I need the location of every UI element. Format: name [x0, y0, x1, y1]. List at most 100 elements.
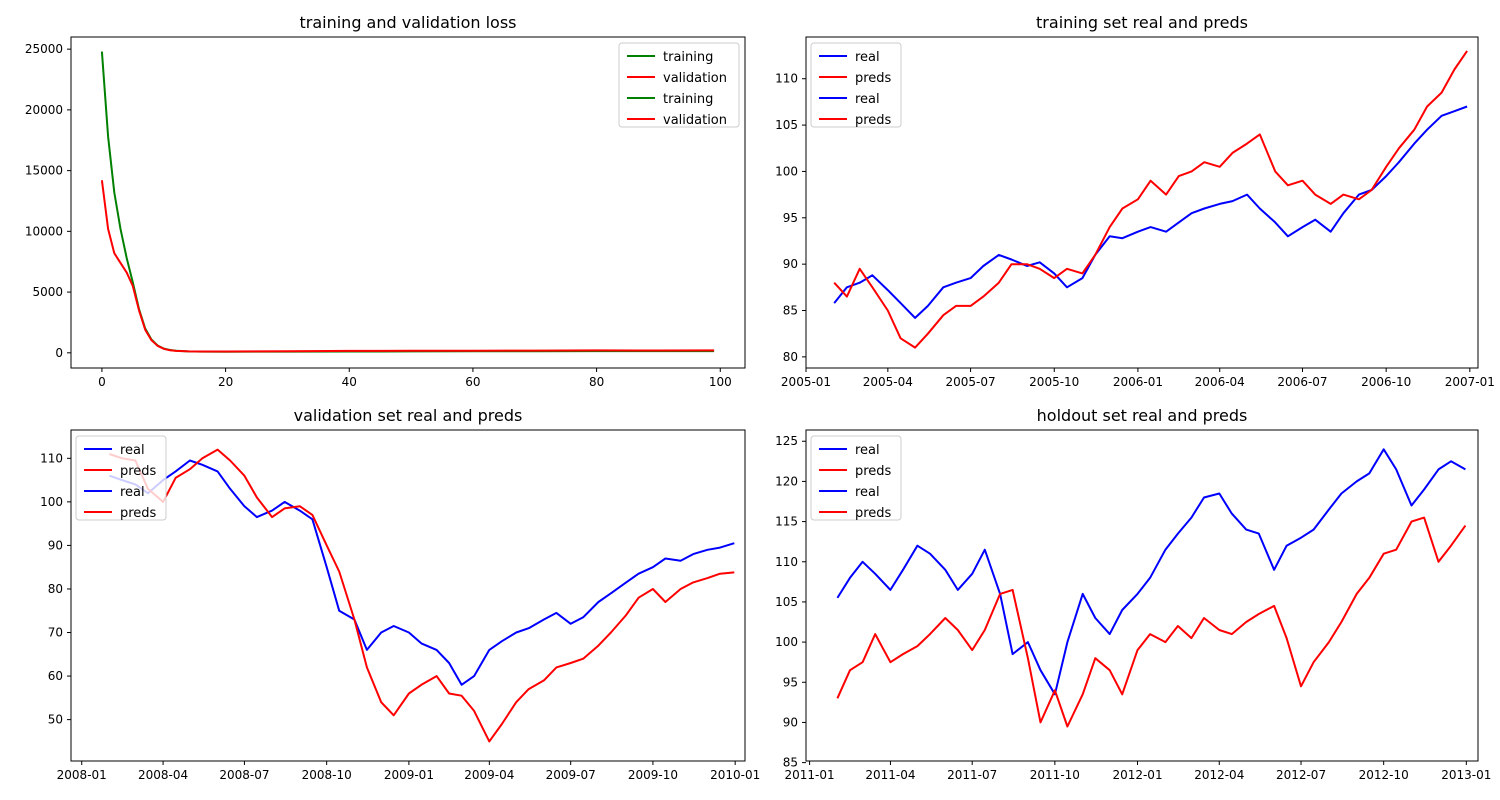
x-tick-label: 20	[218, 375, 233, 389]
plot-frame	[70, 36, 746, 369]
legend-label: preds	[855, 464, 892, 479]
legend-label: validation	[663, 113, 727, 128]
y-tick-label: 115	[775, 515, 798, 529]
legend-label: real	[120, 443, 145, 458]
x-tick-label: 2010-01	[710, 768, 760, 782]
x-tick-label: 2009-01	[384, 768, 434, 782]
x-tick-label: 2013-01	[1441, 768, 1491, 782]
chart-panel-1: training and validation loss 0 20 40 60 80 100…	[25, 13, 746, 389]
y-tick-label: 95	[783, 675, 798, 689]
y-tick-label: 90	[783, 257, 798, 271]
legend: real preds real preds	[810, 42, 902, 128]
legend: real preds real preds	[810, 435, 902, 521]
x-tick-label: 2006-04	[1195, 375, 1245, 389]
x-tick-label: 2011-07	[947, 768, 997, 782]
y-tick-label: 110	[775, 72, 798, 86]
series-line-preds	[833, 50, 1468, 349]
y-tick-label: 50	[48, 713, 63, 727]
series-line-preds	[109, 448, 735, 743]
x-tick-label: 2008-10	[302, 768, 352, 782]
legend-label: validation	[663, 71, 727, 86]
x-tick-label: 2005-01	[781, 375, 831, 389]
legend-label: preds	[120, 464, 157, 479]
chart-title: holdout set real and preds	[1037, 406, 1248, 425]
series-line-validation	[100, 180, 715, 353]
x-tick-label: 2006-07	[1277, 375, 1327, 389]
y-tick-label: 100	[775, 164, 798, 178]
series-line-real	[833, 105, 1468, 319]
legend-label: preds	[120, 506, 157, 521]
legend: real preds real preds	[75, 435, 167, 521]
legend-label: preds	[855, 113, 892, 128]
y-tick-label: 15000	[25, 164, 63, 178]
y-tick-label: 105	[775, 595, 798, 609]
chart-title: training and validation loss	[299, 13, 516, 32]
y-tick-label: 20000	[25, 103, 63, 117]
y-tick-label: 80	[783, 350, 798, 364]
y-tick-label: 110	[40, 451, 63, 465]
plot-frame	[805, 36, 1479, 369]
legend-label: real	[120, 485, 145, 500]
x-tick-label: 2005-04	[863, 375, 913, 389]
chart-title: training set real and preds	[1036, 13, 1248, 32]
legend-label: real	[855, 485, 880, 500]
y-tick-label: 85	[783, 756, 798, 770]
chart-panel-2: training set real and preds 2005-01 2005-0…	[775, 13, 1495, 389]
y-tick-label: 5000	[32, 285, 63, 299]
legend-label: real	[855, 92, 880, 107]
x-tick-label: 2009-04	[464, 768, 514, 782]
y-tick-label: 90	[783, 715, 798, 729]
legend-label: real	[855, 443, 880, 458]
chart-panel-3: validation set real and preds 2008-01 2008…	[40, 406, 760, 782]
plot-frame	[805, 429, 1479, 762]
legend-label: preds	[855, 506, 892, 521]
series-line-preds	[836, 516, 1467, 728]
y-tick-label: 100	[40, 495, 63, 509]
x-tick-label: 2009-07	[546, 768, 596, 782]
x-tick-label: 2007-01	[1445, 375, 1495, 389]
x-tick-label: 2005-10	[1029, 375, 1079, 389]
legend-label: real	[855, 50, 880, 65]
legend-box	[618, 42, 740, 128]
x-tick-label: 2011-04	[865, 768, 915, 782]
legend: training validation training validation	[618, 42, 740, 128]
x-tick-label: 2008-07	[219, 768, 269, 782]
legend-label: training	[663, 92, 713, 107]
x-tick-label: 2012-01	[1112, 768, 1162, 782]
x-tick-label: 2012-10	[1359, 768, 1409, 782]
y-tick-label: 105	[775, 118, 798, 132]
legend-label: training	[663, 50, 713, 65]
legend-label: preds	[855, 71, 892, 86]
x-tick-label: 2011-10	[1030, 768, 1080, 782]
x-tick-label: 80	[589, 375, 604, 389]
series-line-real	[836, 448, 1466, 696]
x-tick-label: 2012-07	[1276, 768, 1326, 782]
y-tick-label: 10000	[25, 224, 63, 238]
x-tick-label: 60	[465, 375, 480, 389]
legend-box	[810, 435, 902, 521]
y-tick-label: 0	[55, 346, 63, 360]
y-tick-label: 100	[775, 635, 798, 649]
y-tick-label: 70	[48, 626, 63, 640]
x-tick-label: 2009-10	[628, 768, 678, 782]
x-tick-label: 100	[709, 375, 732, 389]
chart-title: validation set real and preds	[294, 406, 523, 425]
y-tick-label: 60	[48, 669, 63, 683]
y-tick-label: 25000	[25, 42, 63, 56]
x-tick-label: 2006-01	[1113, 375, 1163, 389]
x-tick-label: 2005-07	[946, 375, 996, 389]
chart-panel-4: holdout set real and preds 2011-01 2011-04…	[775, 406, 1491, 782]
x-tick-label: 2012-04	[1194, 768, 1244, 782]
y-tick-label: 85	[783, 304, 798, 318]
y-tick-label: 90	[48, 538, 63, 552]
plot-frame	[70, 429, 746, 762]
x-tick-label: 0	[98, 375, 106, 389]
x-tick-label: 2006-10	[1361, 375, 1411, 389]
legend-box	[75, 435, 167, 521]
x-tick-label: 2011-01	[785, 768, 835, 782]
y-tick-label: 80	[48, 582, 63, 596]
x-tick-label: 2008-04	[138, 768, 188, 782]
y-tick-label: 125	[775, 434, 798, 448]
x-tick-label: 40	[342, 375, 357, 389]
